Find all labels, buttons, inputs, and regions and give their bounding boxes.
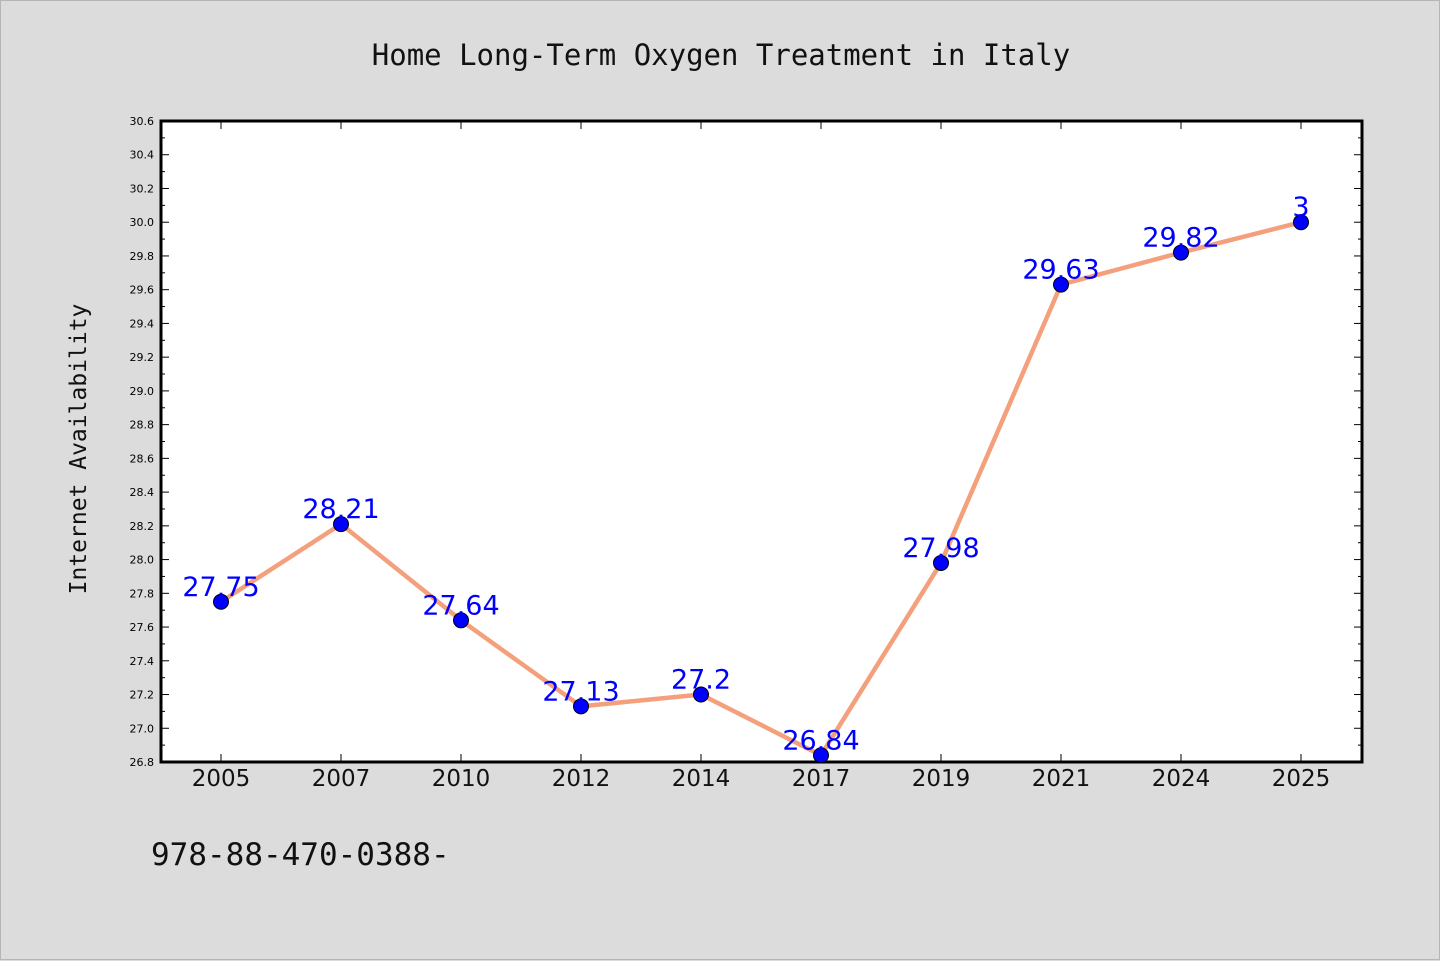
y-tick-label: 30.2	[130, 182, 155, 195]
x-tick-label: 2021	[1032, 766, 1091, 792]
y-tick-label: 28.0	[130, 554, 155, 567]
x-tick-label: 2024	[1152, 766, 1211, 792]
y-tick-label: 27.8	[130, 587, 155, 600]
x-tick-label: 2012	[552, 766, 611, 792]
footnote: 978-88-470-0388-	[151, 837, 450, 873]
data-point	[933, 554, 949, 571]
data-label: 27.98	[902, 533, 979, 564]
plot-area	[159, 119, 1364, 764]
y-tick-label: 29.6	[130, 284, 155, 297]
data-label: 29.63	[1022, 255, 1099, 286]
y-tick-label: 28.8	[130, 419, 155, 432]
x-tick-label: 2007	[312, 766, 371, 792]
x-tick-label: 2025	[1272, 766, 1331, 792]
x-tick-label: 2005	[192, 766, 251, 792]
y-tick-label: 27.6	[130, 621, 155, 634]
data-point	[333, 516, 349, 533]
y-tick-label: 30.4	[130, 149, 155, 162]
data-point	[693, 686, 709, 703]
y-tick-label: 26.8	[130, 756, 155, 769]
series-line	[218, 219, 1304, 758]
data-point	[453, 612, 469, 629]
data-point	[213, 593, 229, 610]
y-axis: 26.8 27.0 27.2 27.4 27.6 27.8 28.0 28.2 28.4 28.6…	[130, 115, 1362, 769]
chart-title: Home Long-Term Oxygen Treatment in Italy	[372, 38, 1070, 72]
y-tick-label: 29.4	[130, 317, 155, 330]
y-tick-label: 28.4	[130, 486, 155, 499]
data-point	[813, 747, 829, 764]
data-label: 29.82	[1142, 223, 1219, 254]
series-layer: 27.75 28.21 27.64 27.13 27.2 26.84 27.98 29.63 2…	[182, 192, 1310, 764]
y-tick-label: 30.0	[130, 216, 155, 229]
x-tick-label: 2019	[912, 766, 971, 792]
y-tick-label: 30.6	[130, 115, 155, 128]
data-label: 27.13	[542, 676, 619, 707]
x-tick-label: 2014	[672, 766, 731, 792]
x-axis: 2005 2007 2010 2012 2014 2017 2019 2021 2024 2025	[192, 121, 1331, 792]
y-tick-label: 27.4	[130, 655, 155, 668]
y-tick-label: 27.0	[130, 722, 155, 735]
y-tick-label: 28.6	[130, 452, 155, 465]
data-label: 28.21	[302, 494, 379, 525]
x-tick-label: 2010	[432, 766, 491, 792]
y-tick-label: 29.2	[130, 351, 155, 364]
x-tick-label: 2017	[792, 766, 851, 792]
y-tick-label: 27.2	[130, 689, 155, 702]
data-label: 27.75	[182, 572, 259, 603]
data-label: 26.84	[782, 725, 859, 756]
y-axis-label: Internet Availability	[66, 304, 92, 595]
y-tick-label: 28.2	[130, 520, 155, 533]
data-label: 3	[1292, 192, 1309, 223]
data-point	[1173, 244, 1189, 261]
y-tick-label: 29.0	[130, 385, 155, 398]
data-point	[573, 698, 589, 715]
data-label: 27.64	[422, 590, 499, 621]
data-label: 27.2	[671, 665, 731, 696]
y-tick-label: 29.8	[130, 250, 155, 263]
data-point	[1293, 214, 1309, 231]
data-point	[1053, 276, 1069, 293]
